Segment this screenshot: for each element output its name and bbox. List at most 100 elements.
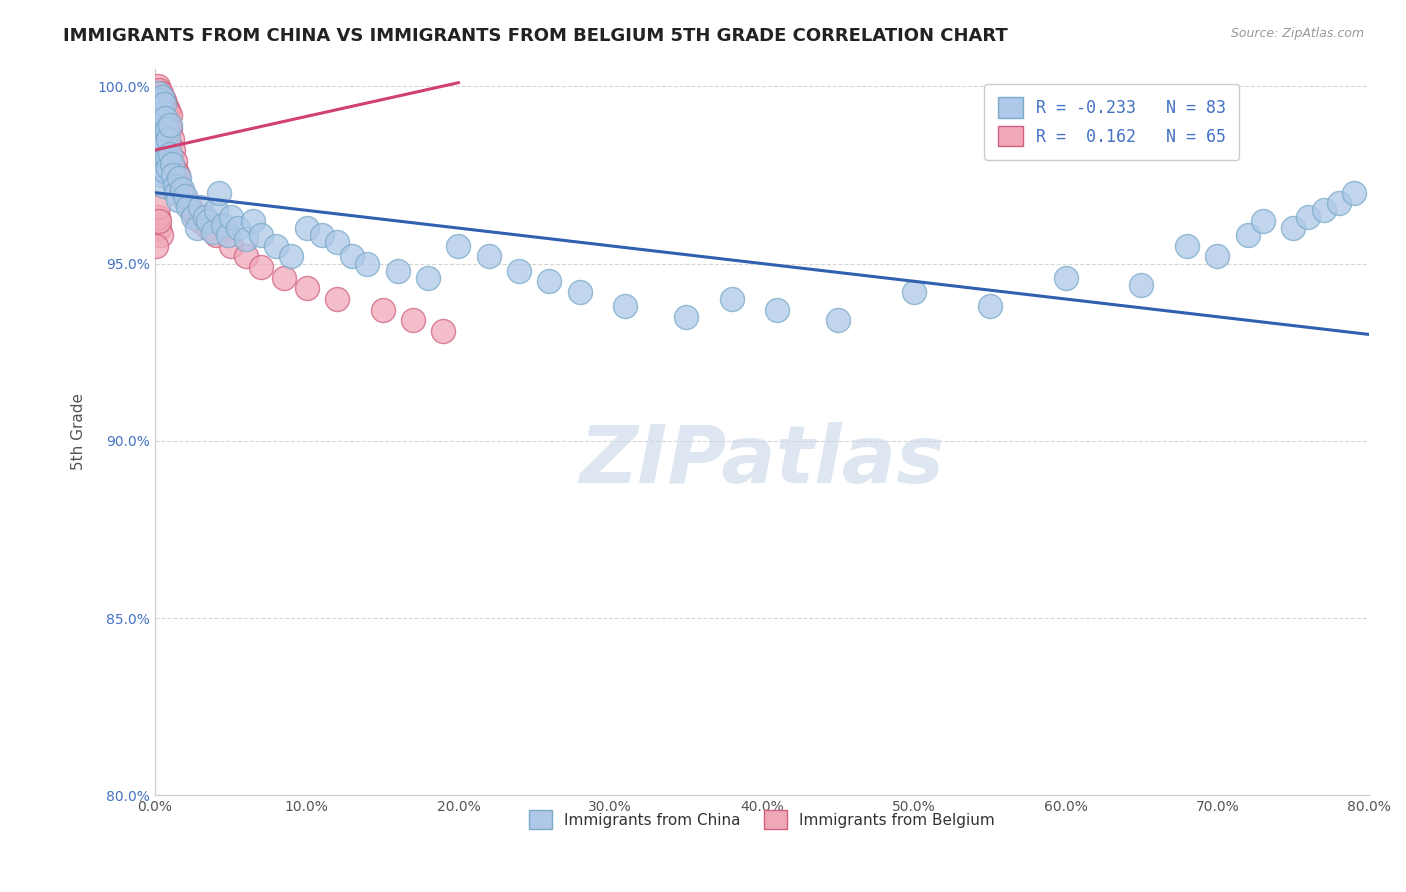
Point	[159, 146, 181, 161]
Point	[149, 97, 172, 112]
Point	[1175, 239, 1198, 253]
Point	[242, 214, 264, 228]
Point	[219, 239, 242, 253]
Point	[148, 83, 170, 97]
Point	[402, 313, 425, 327]
Point	[1282, 221, 1305, 235]
Point	[1298, 211, 1320, 225]
Point	[145, 239, 167, 253]
Point	[152, 125, 174, 139]
Point	[432, 324, 454, 338]
Point	[152, 168, 174, 182]
Point	[146, 79, 169, 94]
Point	[273, 270, 295, 285]
Point	[152, 90, 174, 104]
Point	[166, 193, 188, 207]
Point	[148, 143, 170, 157]
Legend: Immigrants from China, Immigrants from Belgium: Immigrants from China, Immigrants from B…	[523, 805, 1001, 835]
Point	[190, 200, 212, 214]
Point	[226, 221, 249, 235]
Point	[153, 104, 176, 119]
Point	[153, 178, 176, 193]
Point	[172, 182, 194, 196]
Point	[163, 153, 186, 168]
Point	[148, 114, 170, 128]
Point	[183, 207, 205, 221]
Point	[153, 97, 176, 112]
Point	[1343, 186, 1365, 200]
Point	[148, 214, 170, 228]
Point	[163, 178, 186, 193]
Point	[197, 221, 219, 235]
Point	[153, 121, 176, 136]
Point	[157, 161, 180, 175]
Point	[145, 104, 167, 119]
Point	[159, 121, 181, 136]
Point	[153, 150, 176, 164]
Point	[295, 281, 318, 295]
Point	[148, 221, 170, 235]
Point	[766, 302, 789, 317]
Point	[157, 132, 180, 146]
Point	[903, 285, 925, 299]
Point	[827, 313, 849, 327]
Point	[160, 132, 183, 146]
Point	[162, 168, 184, 182]
Point	[155, 136, 177, 150]
Point	[146, 121, 169, 136]
Point	[538, 274, 561, 288]
Point	[1130, 277, 1153, 292]
Point	[235, 232, 257, 246]
Text: Source: ZipAtlas.com: Source: ZipAtlas.com	[1230, 27, 1364, 40]
Point	[155, 121, 177, 136]
Point	[152, 101, 174, 115]
Point	[152, 139, 174, 153]
Point	[264, 239, 287, 253]
Point	[148, 94, 170, 108]
Point	[146, 87, 169, 101]
Point	[162, 143, 184, 157]
Point	[174, 193, 197, 207]
Point	[416, 270, 439, 285]
Point	[295, 221, 318, 235]
Point	[149, 107, 172, 121]
Point	[152, 114, 174, 128]
Point	[186, 221, 208, 235]
Point	[177, 200, 200, 214]
Point	[160, 157, 183, 171]
Text: IMMIGRANTS FROM CHINA VS IMMIGRANTS FROM BELGIUM 5TH GRADE CORRELATION CHART: IMMIGRANTS FROM CHINA VS IMMIGRANTS FROM…	[63, 27, 1008, 45]
Point	[174, 189, 197, 203]
Point	[149, 132, 172, 146]
Point	[478, 249, 501, 263]
Point	[311, 228, 333, 243]
Point	[165, 186, 187, 200]
Point	[148, 121, 170, 136]
Point	[181, 211, 204, 225]
Point	[356, 256, 378, 270]
Point	[219, 211, 242, 225]
Point	[280, 249, 302, 263]
Point	[159, 107, 181, 121]
Point	[149, 228, 172, 243]
Point	[720, 292, 742, 306]
Point	[145, 97, 167, 112]
Point	[157, 104, 180, 119]
Point	[204, 228, 226, 243]
Point	[148, 104, 170, 119]
Point	[190, 214, 212, 228]
Point	[146, 111, 169, 125]
Point	[326, 292, 349, 306]
Point	[1206, 249, 1229, 263]
Point	[212, 218, 235, 232]
Point	[146, 211, 169, 225]
Point	[149, 87, 172, 101]
Point	[155, 107, 177, 121]
Point	[146, 132, 169, 146]
Point	[165, 164, 187, 178]
Point	[614, 299, 637, 313]
Point	[217, 228, 239, 243]
Point	[153, 94, 176, 108]
Point	[145, 128, 167, 143]
Point	[1312, 203, 1334, 218]
Point	[156, 121, 179, 136]
